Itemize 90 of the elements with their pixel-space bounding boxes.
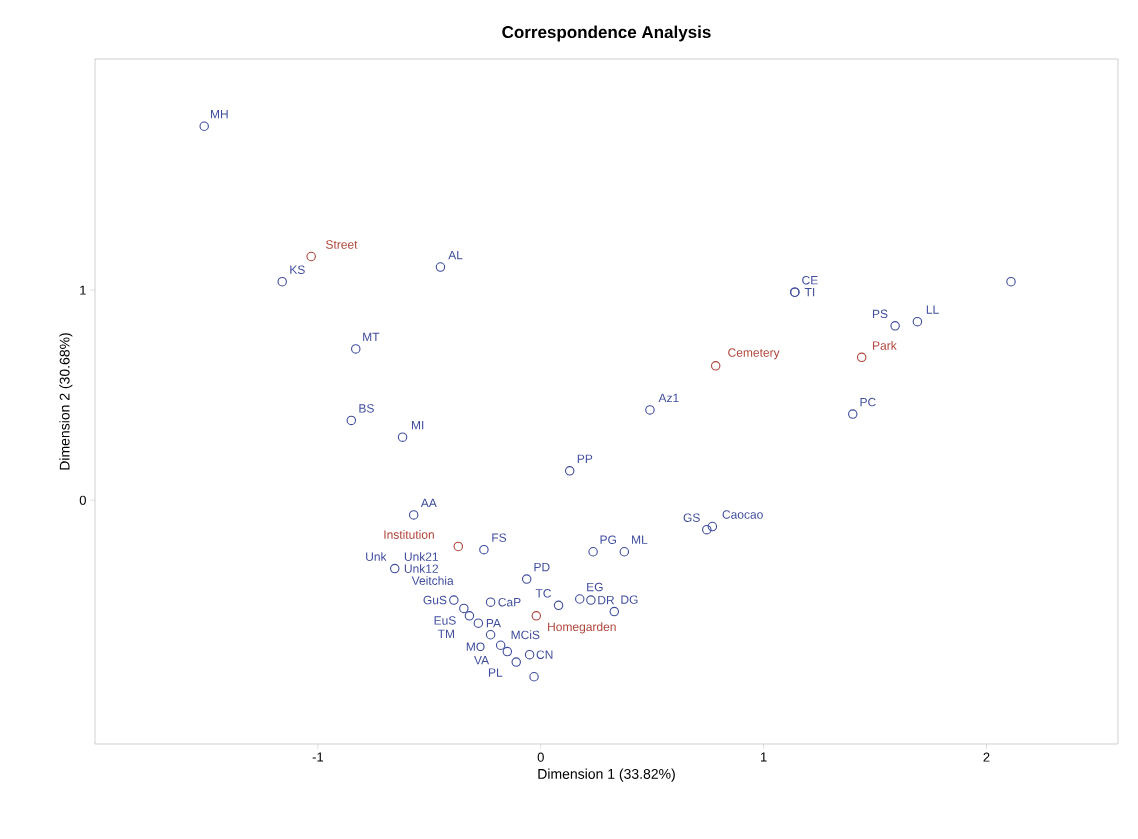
point <box>564 466 575 476</box>
point <box>912 316 923 327</box>
annotation: CN <box>536 650 553 659</box>
point <box>346 415 357 426</box>
annotation: MH <box>210 110 228 119</box>
x-tick-label: -1 <box>312 752 324 762</box>
point <box>524 649 535 660</box>
annotation: Street <box>326 240 358 249</box>
point <box>707 521 718 532</box>
annotation: Unk21 <box>404 552 439 561</box>
point <box>710 361 721 371</box>
point <box>502 646 513 657</box>
annotation: Unk <box>366 552 387 561</box>
x-axis-title: Dimension 1 (33.82%) <box>538 768 675 782</box>
point <box>529 672 539 682</box>
point <box>586 595 596 605</box>
annotation: MCiS <box>511 630 540 640</box>
point <box>453 541 464 552</box>
point <box>1006 276 1016 287</box>
annotation: Cemetery <box>728 348 780 360</box>
point <box>511 657 521 667</box>
annotation: GS <box>683 513 700 522</box>
point <box>464 611 475 621</box>
point <box>588 546 598 557</box>
point <box>449 595 459 605</box>
annotation: MI <box>411 421 424 430</box>
point <box>479 544 489 555</box>
annotation: EG <box>587 582 603 592</box>
annotation: Az1 <box>658 393 679 403</box>
annotation: Veitchia <box>411 576 454 585</box>
x-tick-label: 2 <box>983 752 990 762</box>
point <box>890 321 900 331</box>
annotation: TI <box>804 288 815 297</box>
point <box>575 594 585 604</box>
annotation: PP <box>577 454 593 463</box>
annotation: TC <box>535 589 552 598</box>
point <box>553 600 564 611</box>
annotation: GuS <box>423 595 447 605</box>
point <box>521 574 532 584</box>
point <box>531 611 542 621</box>
annotation: Park <box>873 340 897 350</box>
annotation: AA <box>420 498 437 508</box>
point <box>397 432 408 442</box>
annotation: EuS <box>434 616 456 625</box>
point <box>619 546 630 557</box>
annotation: Caocao <box>722 510 763 519</box>
point <box>856 352 867 363</box>
x-tick-label: 0 <box>537 752 544 762</box>
point <box>848 409 858 419</box>
point <box>473 618 484 628</box>
point <box>702 524 712 535</box>
annotation: PC <box>860 397 876 407</box>
point <box>609 606 620 617</box>
point <box>351 344 361 354</box>
annotation: PL <box>488 668 503 677</box>
point <box>435 262 446 272</box>
point <box>277 276 287 287</box>
point <box>390 563 400 574</box>
annotation: LL <box>926 305 939 314</box>
annotation: Homegarden <box>548 622 616 634</box>
annotation: DG <box>621 595 638 604</box>
point <box>485 629 496 640</box>
annotation: Unk12 <box>404 564 438 573</box>
point <box>306 251 316 262</box>
annotation: ML <box>632 535 648 544</box>
y-axis-title: Dimension 2 (30.68%) <box>59 333 73 470</box>
annotation: FS <box>492 533 507 542</box>
annotation: TM <box>437 629 454 638</box>
annotation: MT <box>363 332 380 342</box>
point <box>408 510 419 520</box>
annotation: VA <box>474 656 490 665</box>
point <box>459 603 469 614</box>
annotation: CE <box>802 275 818 285</box>
annotation: AL <box>448 250 463 260</box>
chart-title: Correspondence Analysis <box>502 25 711 42</box>
annotation: CaP <box>498 597 521 607</box>
annotation: KS <box>290 265 305 274</box>
point <box>495 640 506 650</box>
annotation: MO <box>466 642 485 651</box>
point <box>485 597 496 607</box>
point <box>199 121 209 131</box>
point <box>645 405 655 415</box>
annotation: DR <box>598 595 615 605</box>
annotation: BS <box>359 404 374 413</box>
annotation: PG <box>600 535 616 544</box>
annotation: PS <box>873 309 888 319</box>
annotation: Institution <box>384 530 434 539</box>
annotation: PA <box>486 619 501 628</box>
annotation: PD <box>534 562 550 572</box>
x-tick-label: 1 <box>760 752 767 762</box>
